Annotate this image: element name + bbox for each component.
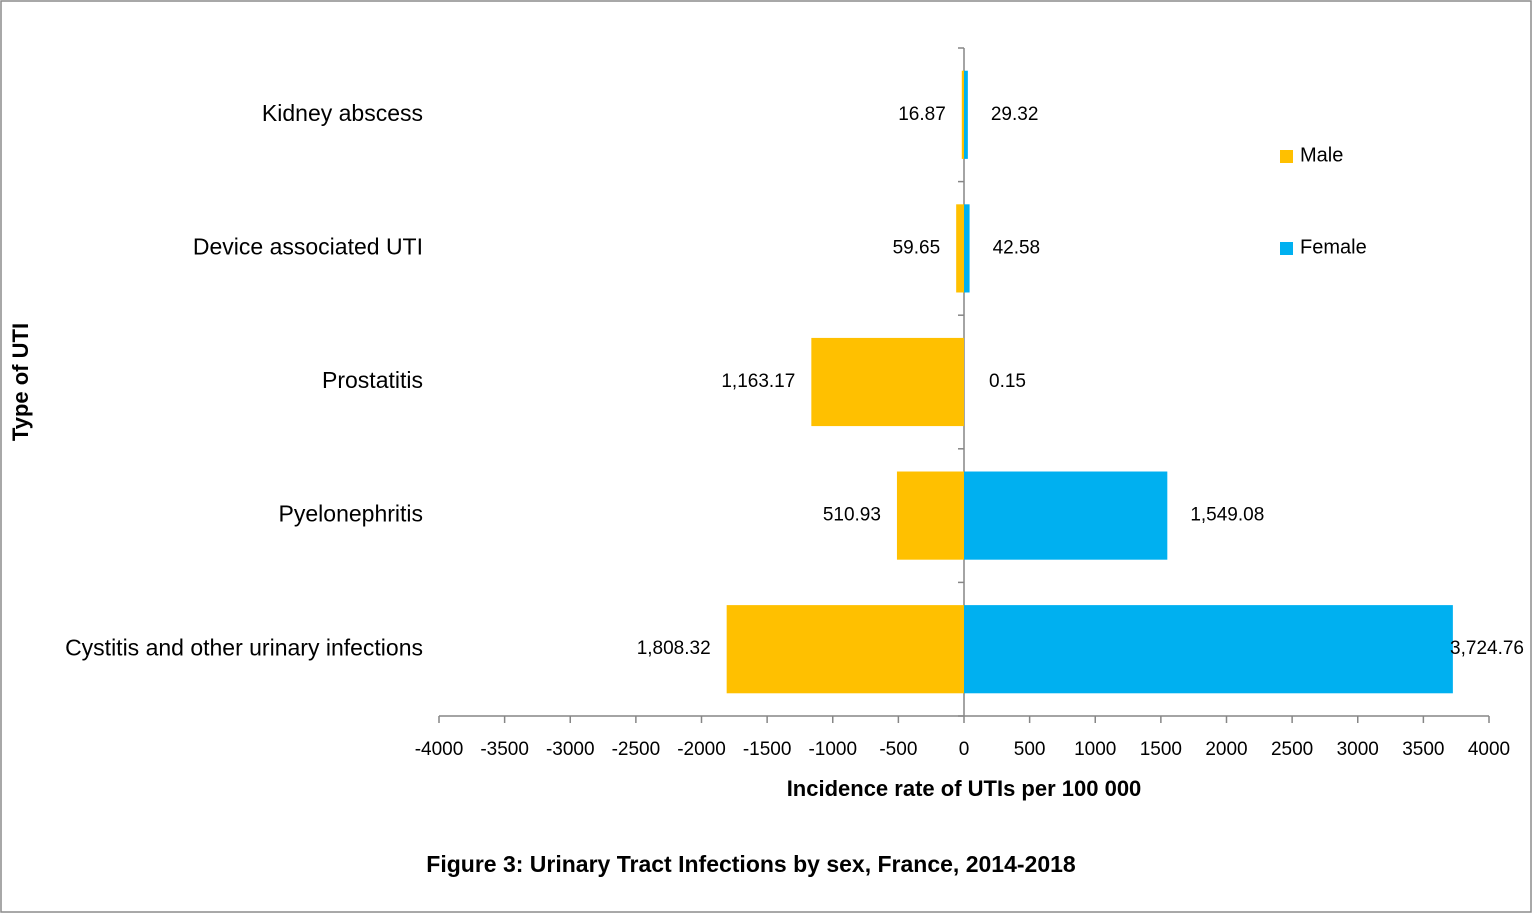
x-tick-label: -4000 — [415, 739, 464, 760]
x-tick-label: 3000 — [1337, 739, 1379, 760]
x-tick-label: 0 — [959, 739, 970, 760]
y-tick-label: Pyelonephritis — [279, 501, 423, 527]
bar — [962, 71, 964, 159]
bar — [897, 472, 964, 560]
legend-label: Male — [1300, 144, 1343, 166]
x-tick-label: 1000 — [1074, 739, 1116, 760]
legend-swatch — [1280, 242, 1293, 255]
bar — [956, 204, 964, 292]
x-tick-label: -3000 — [546, 739, 595, 760]
x-tick-label: -500 — [879, 739, 917, 760]
data-label: 0.15 — [989, 371, 1026, 392]
y-tick-label: Device associated UTI — [193, 233, 423, 259]
legend-swatch — [1280, 150, 1293, 163]
bar — [964, 204, 970, 292]
x-tick-label: 1500 — [1140, 739, 1182, 760]
data-label: 59.65 — [893, 237, 941, 258]
bar — [964, 71, 968, 159]
x-tick-label: -2500 — [612, 739, 661, 760]
y-tick-label: Cystitis and other urinary infections — [65, 634, 423, 660]
bar — [811, 338, 964, 426]
x-tick-label: 4000 — [1468, 739, 1510, 760]
x-tick-label: -3500 — [480, 739, 529, 760]
y-tick-label: Prostatitis — [322, 367, 423, 393]
chart-title: Figure 3: Urinary Tract Infections by se… — [426, 851, 1076, 877]
data-label: 1,808.32 — [637, 638, 711, 659]
x-tick-label: 3500 — [1402, 739, 1444, 760]
y-axis-title: Type of UTI — [8, 323, 33, 441]
x-tick-label: -2000 — [677, 739, 726, 760]
data-label: 510.93 — [823, 505, 881, 526]
data-label: 29.32 — [991, 104, 1039, 125]
bar — [964, 605, 1453, 693]
x-tick-label: 500 — [1014, 739, 1046, 760]
data-label: 1,549.08 — [1190, 505, 1264, 526]
x-tick-label: -1500 — [743, 739, 792, 760]
bar — [727, 605, 964, 693]
data-label: 42.58 — [993, 237, 1041, 258]
data-label: 16.87 — [898, 104, 946, 125]
x-tick-label: 2500 — [1271, 739, 1313, 760]
bar — [964, 472, 1167, 560]
data-label: 1,163.17 — [721, 371, 795, 392]
legend-label: Female — [1300, 236, 1367, 258]
data-label: 3,724.76 — [1450, 638, 1524, 659]
x-axis-title: Incidence rate of UTIs per 100 000 — [787, 776, 1142, 801]
x-tick-label: 2000 — [1205, 739, 1247, 760]
x-tick-label: -1000 — [808, 739, 857, 760]
y-tick-label: Kidney abscess — [262, 100, 423, 126]
